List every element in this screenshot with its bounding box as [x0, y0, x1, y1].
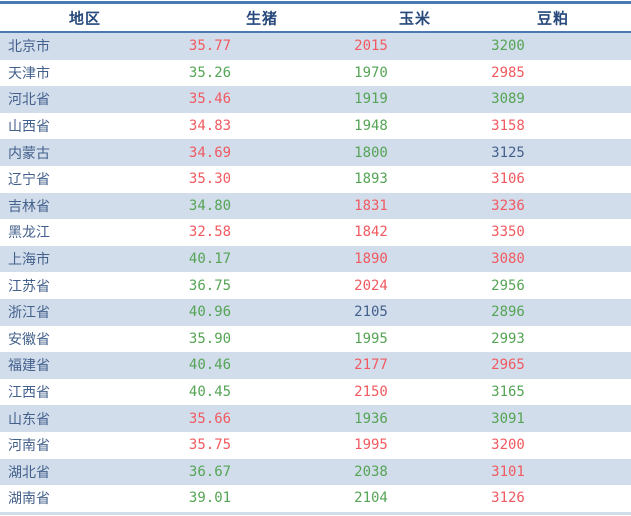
region-cell: 上海市	[8, 252, 50, 269]
corn-price-cell: 2177	[354, 357, 388, 374]
corn-price-cell: 1890	[354, 251, 388, 268]
corn-price-cell: 1893	[354, 171, 388, 188]
corn-price-cell: 1842	[354, 224, 388, 241]
region-cell: 安徽省	[8, 331, 50, 348]
region-cell: 河北省	[8, 92, 50, 109]
region-cell: 黑龙江	[8, 225, 50, 242]
pig-price-cell: 34.69	[188, 144, 232, 161]
region-cell: 内蒙古	[8, 145, 50, 162]
soy-price-cell: 3236	[491, 197, 525, 214]
soy-price-cell: 3165	[491, 384, 525, 401]
corn-price-cell: 2105	[354, 304, 388, 321]
column-header-region: 地区	[68, 9, 102, 27]
soy-price-cell: 3091	[491, 410, 525, 427]
corn-price-cell: 2150	[354, 384, 388, 401]
pig-price-cell: 35.75	[188, 437, 232, 454]
corn-price-cell: 1936	[354, 410, 388, 427]
pig-price-cell: 35.26	[188, 64, 232, 81]
region-cell: 山东省	[8, 411, 50, 428]
pig-price-cell: 35.46	[188, 91, 232, 108]
pig-price-cell: 39.01	[188, 490, 232, 507]
region-cell: 河南省	[8, 438, 50, 455]
soy-price-cell: 3125	[491, 144, 525, 161]
table-row: 山东省 35.66 1936 3091	[0, 405, 631, 432]
table-row: 黑龙江 32.58 1842 3350	[0, 219, 631, 246]
pig-price-cell: 35.66	[188, 410, 232, 427]
corn-price-cell: 1995	[354, 330, 388, 347]
soy-price-cell: 3350	[491, 224, 525, 241]
region-cell: 湖南省	[8, 491, 50, 508]
soy-price-cell: 3080	[491, 251, 525, 268]
region-cell: 吉林省	[8, 198, 50, 215]
soy-price-cell: 2896	[491, 304, 525, 321]
pig-price-cell: 36.67	[188, 463, 232, 480]
column-header-corn: 玉米	[398, 9, 432, 27]
table-body: 北京市 35.77 2015 3200 天津市 35.26 1970 2985 …	[0, 33, 631, 512]
table-header-row: 地区 生猪 玉米 豆粕	[0, 1, 631, 33]
pig-price-cell: 40.46	[188, 357, 232, 374]
table-row: 天津市 35.26 1970 2985	[0, 59, 631, 87]
column-header-pig: 生猪	[245, 9, 279, 27]
pig-price-cell: 35.77	[188, 38, 232, 55]
region-cell: 江苏省	[8, 278, 50, 295]
region-cell: 北京市	[8, 39, 50, 56]
pig-price-cell: 35.90	[188, 330, 232, 347]
table-row: 山西省 34.83 1948 3158	[0, 112, 631, 140]
soy-price-cell: 2965	[491, 357, 525, 374]
corn-price-cell: 2038	[354, 463, 388, 480]
soy-price-cell: 3200	[491, 38, 525, 55]
table-row: 吉林省 34.80 1831 3236	[0, 192, 631, 220]
region-cell: 天津市	[8, 65, 50, 82]
pig-price-cell: 34.80	[188, 197, 232, 214]
table-row: 内蒙古 34.69 1800 3125	[0, 139, 631, 166]
table-row: 安徽省 35.90 1995 2993	[0, 325, 631, 353]
corn-price-cell: 1919	[354, 91, 388, 108]
pig-price-cell: 35.30	[188, 171, 232, 188]
table-row: 湖南省 39.01 2104 3126	[0, 485, 631, 512]
table-row: 江苏省 36.75 2024 2956	[0, 272, 631, 299]
pig-price-cell: 34.83	[188, 118, 232, 135]
corn-price-cell: 1995	[354, 437, 388, 454]
region-cell: 浙江省	[8, 305, 50, 322]
region-cell: 辽宁省	[8, 172, 50, 189]
soy-price-cell: 3200	[491, 437, 525, 454]
corn-price-cell: 1948	[354, 118, 388, 135]
soy-price-cell: 2956	[491, 277, 525, 294]
corn-price-cell: 2104	[354, 490, 388, 507]
soy-price-cell: 2993	[491, 330, 525, 347]
soy-price-cell: 3158	[491, 118, 525, 135]
corn-price-cell: 2024	[354, 277, 388, 294]
table-row: 北京市 35.77 2015 3200	[0, 33, 631, 60]
corn-price-cell: 1831	[354, 197, 388, 214]
region-cell: 湖北省	[8, 464, 50, 481]
table-row: 河北省 35.46 1919 3089	[0, 86, 631, 113]
pig-price-cell: 36.75	[188, 277, 232, 294]
table-row: 湖北省 36.67 2038 3101	[0, 458, 631, 486]
soy-price-cell: 3126	[491, 490, 525, 507]
corn-price-cell: 1800	[354, 144, 388, 161]
table-row: 辽宁省 35.30 1893 3106	[0, 165, 631, 193]
pig-price-cell: 40.96	[188, 304, 232, 321]
soy-price-cell: 3101	[491, 463, 525, 480]
table-row: 江西省 40.45 2150 3165	[0, 378, 631, 406]
region-cell: 福建省	[8, 358, 50, 375]
column-header-soy: 豆粕	[536, 9, 570, 27]
table-row: 浙江省 40.96 2105 2896	[0, 298, 631, 326]
pig-price-cell: 40.45	[188, 384, 232, 401]
table-row: 河南省 35.75 1995 3200	[0, 431, 631, 459]
table-bottom-edge	[0, 511, 631, 515]
soy-price-cell: 2985	[491, 64, 525, 81]
soy-price-cell: 3106	[491, 171, 525, 188]
table-row: 上海市 40.17 1890 3080	[0, 245, 631, 273]
region-cell: 江西省	[8, 385, 50, 402]
table-row: 福建省 40.46 2177 2965	[0, 352, 631, 379]
soy-price-cell: 3089	[491, 91, 525, 108]
pig-price-cell: 40.17	[188, 251, 232, 268]
pig-price-cell: 32.58	[188, 224, 232, 241]
corn-price-cell: 1970	[354, 64, 388, 81]
corn-price-cell: 2015	[354, 38, 388, 55]
region-cell: 山西省	[8, 119, 50, 136]
